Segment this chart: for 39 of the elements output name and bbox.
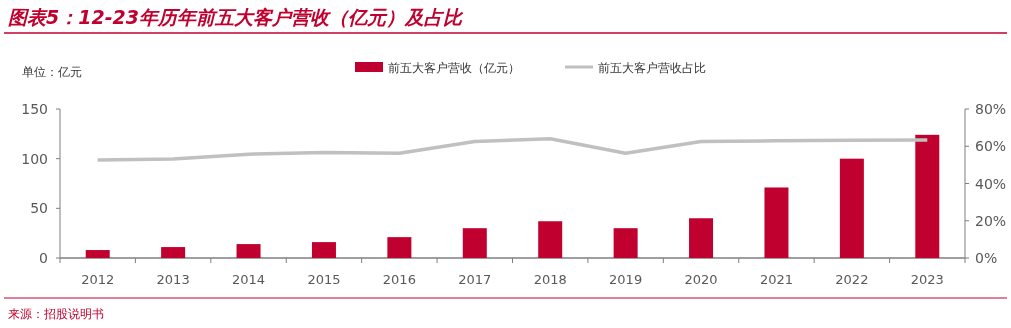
bar (764, 187, 789, 258)
y-axis-title: 单位：亿元 (22, 65, 82, 79)
y2-tick-label: 60% (975, 138, 1007, 155)
x-tick-label: 2018 (533, 272, 567, 287)
x-tick-label: 2016 (382, 272, 416, 287)
x-tick-label: 2020 (684, 272, 718, 287)
line-series (95, 137, 930, 162)
bar (311, 242, 336, 258)
chart-title: 图表5：12-23年历年前五大客户营收（亿元）及占比 (8, 6, 464, 28)
bar (387, 237, 412, 258)
bar (236, 244, 261, 258)
bar (462, 228, 487, 258)
x-tick-label: 2017 (458, 272, 492, 287)
x-tick-label: 2015 (307, 272, 341, 287)
x-tick-label: 2022 (835, 272, 869, 287)
x-tick-label: 2021 (759, 272, 794, 287)
bar (613, 228, 638, 258)
x-tick-label: 2014 (231, 272, 266, 287)
y-tick-label: 0 (39, 250, 48, 266)
bar (689, 218, 714, 258)
y-tick-label: 150 (21, 101, 48, 117)
x-tick-label: 2013 (156, 272, 190, 287)
bar (915, 134, 940, 258)
y2-tick-label: 0% (975, 250, 998, 266)
y2-tick-label: 20% (975, 212, 1007, 229)
legend-label: 前五大客户营收（亿元） (388, 61, 520, 75)
y2-tick-label: 80% (975, 101, 1007, 117)
bar (85, 250, 110, 258)
legend-label: 前五大客户营收占比 (598, 61, 706, 75)
x-tick-label: 2019 (609, 272, 643, 287)
x-tick-label: 2012 (81, 272, 115, 287)
y-tick-label: 50 (30, 200, 48, 217)
bar (161, 247, 186, 258)
bar (839, 158, 864, 258)
bar (538, 221, 563, 258)
x-tick-label: 2023 (910, 272, 944, 287)
y-tick-label: 100 (21, 150, 48, 167)
source-note: 来源：招股说明书 (8, 307, 104, 321)
y2-tick-label: 40% (975, 175, 1007, 192)
